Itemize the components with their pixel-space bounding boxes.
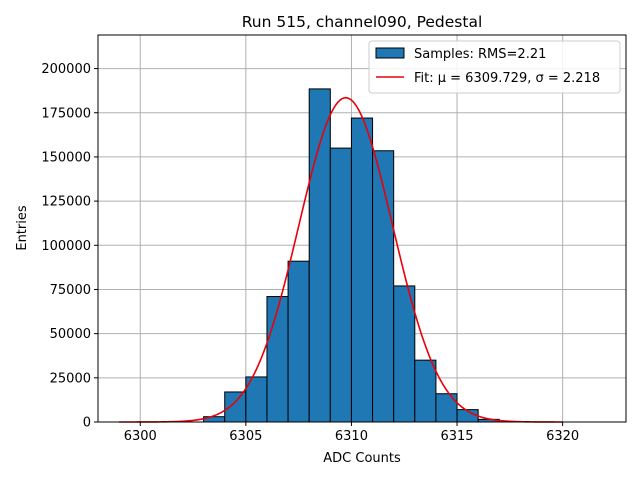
y-tick-label-4: 100000 — [41, 239, 91, 254]
x-axis-ticks: 6300 6305 6310 6315 6320 — [124, 422, 579, 444]
y-tick-label-3: 75000 — [50, 283, 91, 298]
histogram-bar-4 — [287, 260, 310, 423]
legend: Samples: RMS=2.21 Fit: μ = 6309.729, σ =… — [368, 40, 621, 94]
x-tick-label-2: 6310 — [335, 429, 368, 444]
histogram-bar-6 — [329, 147, 352, 423]
chart-title: Run 515, channel090, Pedestal — [242, 13, 483, 31]
y-tick-label-2: 50000 — [50, 327, 91, 342]
legend-label-fit: Fit: μ = 6309.729, σ = 2.218 — [414, 71, 600, 86]
x-tick-label-4: 6320 — [546, 429, 579, 444]
plot-frame — [97, 34, 627, 423]
x-tick-label-3: 6315 — [440, 429, 473, 444]
histogram-bar-7 — [350, 117, 374, 423]
histogram-bar-9 — [393, 285, 416, 423]
y-axis-ticks: 0 25000 50000 75000 100000 125000 150000 175000… — [41, 62, 98, 431]
y-tick-label-5: 125000 — [41, 195, 91, 210]
legend-label-samples: Samples: RMS=2.21 — [414, 47, 546, 62]
x-axis-label: ADC Counts — [323, 451, 401, 466]
legend-swatch-samples — [375, 47, 405, 59]
histogram-bar-11 — [435, 393, 458, 423]
histogram-bar-1 — [224, 391, 247, 423]
histogram-bar-3 — [266, 296, 289, 423]
histogram-bars — [203, 88, 500, 423]
histogram-bar-10 — [414, 359, 437, 423]
x-tick-label-0: 6300 — [124, 429, 157, 444]
y-tick-label-6: 150000 — [41, 150, 91, 165]
y-tick-label-8: 200000 — [41, 62, 91, 77]
y-axis-label: Entries — [15, 205, 30, 251]
fit-curve — [119, 96, 563, 423]
y-tick-label-0: 0 — [83, 416, 91, 431]
y-tick-label-1: 25000 — [50, 371, 91, 386]
x-tick-label-1: 6305 — [229, 429, 262, 444]
histogram-bar-5 — [308, 88, 331, 423]
legend-box — [368, 40, 621, 94]
y-tick-label-7: 175000 — [41, 106, 91, 121]
histogram-bar-8 — [372, 150, 395, 423]
